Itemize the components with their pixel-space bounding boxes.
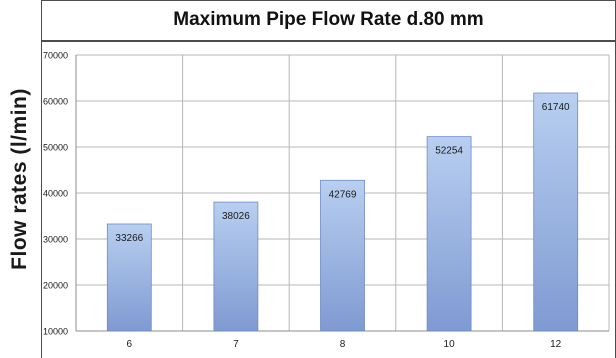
y-tick-label: 10000: [43, 327, 68, 337]
y-tick-label: 60000: [43, 97, 68, 107]
title-divider: [41, 40, 616, 42]
bar: [426, 136, 472, 332]
bar: [320, 179, 365, 332]
y-tick-label: 70000: [43, 51, 68, 61]
x-tick-label: 8: [340, 339, 346, 350]
bar: [213, 201, 259, 332]
y-tick-labels: 10000 20000 30000 40000 50000 60000 70000: [43, 51, 68, 337]
x-tick-labels: 6 7 8 10 12: [127, 339, 562, 350]
data-labels: 33266 38026 42769 52254 61740: [115, 102, 570, 244]
y-tick-label: 30000: [43, 235, 68, 245]
x-tick-label: 12: [550, 339, 562, 350]
bar-value-label: 52254: [435, 146, 463, 157]
x-tick-label: 10: [444, 339, 456, 350]
bar-value-label: 42769: [329, 189, 357, 200]
bar: [106, 223, 152, 332]
bars: [106, 92, 579, 332]
x-tick-label: 6: [127, 339, 133, 350]
chart-title: Maximum Pipe Flow Rate d.80 mm: [173, 9, 484, 30]
bar-value-label: 33266: [115, 233, 143, 244]
y-tick-label: 40000: [43, 189, 68, 199]
y-tick-label: 20000: [43, 281, 68, 291]
y-tick-label: 50000: [43, 143, 68, 153]
x-tick-label: 7: [233, 339, 239, 350]
bar-value-label: 61740: [542, 102, 570, 113]
bar: [533, 92, 579, 332]
bar-value-label: 38026: [222, 211, 250, 222]
